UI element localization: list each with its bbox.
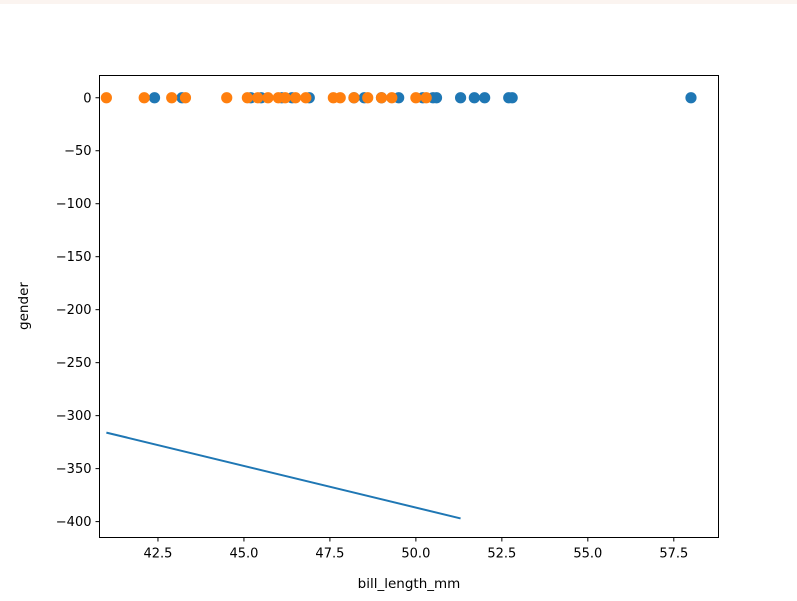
data-point-series-2 (179, 92, 192, 104)
data-point-series-2 (375, 92, 388, 104)
x-axis-label: bill_length_mm (358, 576, 461, 592)
x-tick-label: 57.5 (659, 547, 688, 562)
y-tick-label: −250 (56, 356, 92, 371)
data-point-series-2 (166, 92, 178, 104)
data-point-series-2 (334, 92, 346, 104)
x-tick-label: 52.5 (487, 547, 516, 562)
regression-line (106, 431, 461, 520)
y-tick-label: −100 (56, 197, 92, 212)
x-tick-label: 50.0 (401, 547, 430, 562)
y-axis-ticks: 0 −50 −100 −150 −200 −250 −300 −350 −400 (56, 91, 100, 530)
data-point-series-2 (348, 92, 360, 104)
data-point-series-2 (262, 92, 274, 104)
y-tick-label: −400 (56, 515, 92, 530)
data-point-series-2 (386, 92, 398, 104)
data-point-series-2 (221, 92, 233, 104)
plot-marks (100, 92, 697, 520)
data-point-series-1 (479, 92, 491, 104)
y-tick-label: −200 (56, 303, 92, 318)
data-point-series-1 (430, 92, 443, 104)
data-point-series-2 (300, 92, 312, 104)
y-tick-label: 0 (83, 91, 91, 106)
x-axis-ticks: 42.5 45.0 47.5 50.0 52.5 55.0 57.5 (143, 537, 688, 562)
x-tick-label: 42.5 (143, 547, 172, 562)
data-point-series-1 (148, 92, 161, 104)
y-axis-label: gender (16, 282, 32, 330)
data-point-series-2 (289, 92, 302, 104)
data-point-series-2 (100, 92, 112, 104)
data-point-series-1 (506, 92, 518, 104)
data-point-series-2 (410, 92, 422, 104)
data-point-series-2 (241, 92, 253, 104)
y-tick-label: −150 (56, 250, 92, 265)
data-point-series-1 (454, 92, 467, 104)
plot-area-frame (99, 75, 719, 538)
x-tick-label: 45.0 (229, 547, 258, 562)
y-tick-label: −50 (64, 144, 91, 159)
y-tick-label: −350 (56, 462, 92, 477)
x-tick-label: 47.5 (315, 547, 344, 562)
top-strip (0, 0, 797, 4)
data-point-series-2 (362, 92, 374, 104)
y-tick-label: −300 (56, 409, 92, 424)
data-point-series-1 (685, 92, 697, 104)
data-point-series-2 (138, 92, 150, 104)
x-tick-label: 55.0 (573, 547, 602, 562)
data-point-series-2 (420, 92, 432, 104)
data-point-series-1 (468, 92, 480, 104)
data-point-series-2 (279, 92, 291, 104)
data-point-series-2 (252, 92, 264, 104)
